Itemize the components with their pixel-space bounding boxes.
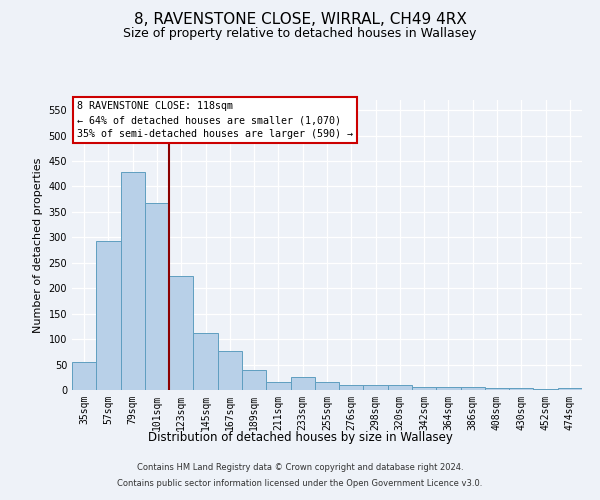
Text: Size of property relative to detached houses in Wallasey: Size of property relative to detached ho…: [124, 28, 476, 40]
Bar: [96, 242, 121, 390]
Bar: [364, 386, 388, 390]
Bar: [290, 377, 315, 390]
Bar: [242, 370, 266, 390]
Bar: [315, 382, 339, 390]
Bar: [121, 172, 145, 390]
Bar: [388, 386, 412, 390]
Bar: [558, 388, 582, 390]
Text: 8, RAVENSTONE CLOSE, WIRRAL, CH49 4RX: 8, RAVENSTONE CLOSE, WIRRAL, CH49 4RX: [134, 12, 466, 28]
Text: Contains HM Land Registry data © Crown copyright and database right 2024.: Contains HM Land Registry data © Crown c…: [137, 464, 463, 472]
Y-axis label: Number of detached properties: Number of detached properties: [33, 158, 43, 332]
Bar: [461, 388, 485, 390]
Text: Distribution of detached houses by size in Wallasey: Distribution of detached houses by size …: [148, 431, 452, 444]
Bar: [339, 385, 364, 390]
Bar: [169, 276, 193, 390]
Bar: [509, 388, 533, 390]
Text: Contains public sector information licensed under the Open Government Licence v3: Contains public sector information licen…: [118, 478, 482, 488]
Bar: [485, 388, 509, 390]
Bar: [145, 204, 169, 390]
Bar: [193, 332, 218, 390]
Bar: [218, 352, 242, 390]
Text: 8 RAVENSTONE CLOSE: 118sqm
← 64% of detached houses are smaller (1,070)
35% of s: 8 RAVENSTONE CLOSE: 118sqm ← 64% of deta…: [77, 102, 353, 140]
Bar: [72, 362, 96, 390]
Bar: [436, 388, 461, 390]
Bar: [266, 382, 290, 390]
Bar: [412, 387, 436, 390]
